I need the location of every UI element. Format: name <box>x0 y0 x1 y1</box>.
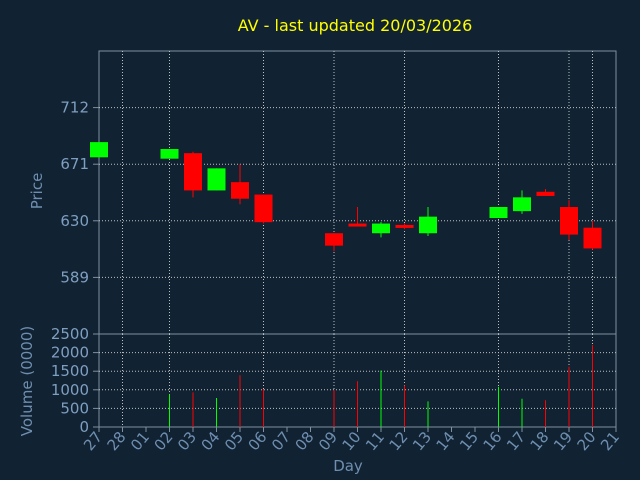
candle-body <box>254 194 273 223</box>
price-y-tick-label: 712 <box>60 99 89 117</box>
candle-body <box>560 206 578 235</box>
candle-body <box>536 191 555 196</box>
price-panel: 589 630 671 712 <box>60 50 617 335</box>
candle-body <box>160 149 179 159</box>
x-axis-label: Day <box>333 457 363 475</box>
price-axis-label: Price <box>28 173 46 210</box>
volume-y-tick-label: 500 <box>60 399 89 417</box>
volume-y-tick-label: 2500 <box>51 325 89 343</box>
candle-body <box>372 223 390 234</box>
chart-title: AV - last updated 20/03/2026 <box>238 16 473 35</box>
candle-body <box>231 182 249 199</box>
candle-body <box>395 224 414 228</box>
candle-body <box>348 223 367 227</box>
candle-body <box>90 142 108 158</box>
volume-y-tick-label: 2000 <box>51 344 89 362</box>
candle-body <box>184 153 202 191</box>
candle-body <box>583 227 602 249</box>
price-y-tick-label: 589 <box>60 268 89 286</box>
x-axis: 2728010203040506070809101112131415161718… <box>80 427 623 454</box>
candle-body <box>325 233 343 246</box>
candle-body <box>207 168 226 191</box>
volume-y-tick-label: 0 <box>79 418 89 436</box>
volume-y-tick-label: 1500 <box>51 362 89 380</box>
candle-body <box>489 206 508 219</box>
candle-body <box>513 197 531 212</box>
price-y-tick-label: 671 <box>60 155 89 173</box>
price-y-tick-label: 630 <box>60 212 89 230</box>
candle-body <box>419 216 437 234</box>
volume-axis-label: Volume (0000) <box>18 326 36 436</box>
volume-y-tick-label: 1000 <box>51 381 89 399</box>
